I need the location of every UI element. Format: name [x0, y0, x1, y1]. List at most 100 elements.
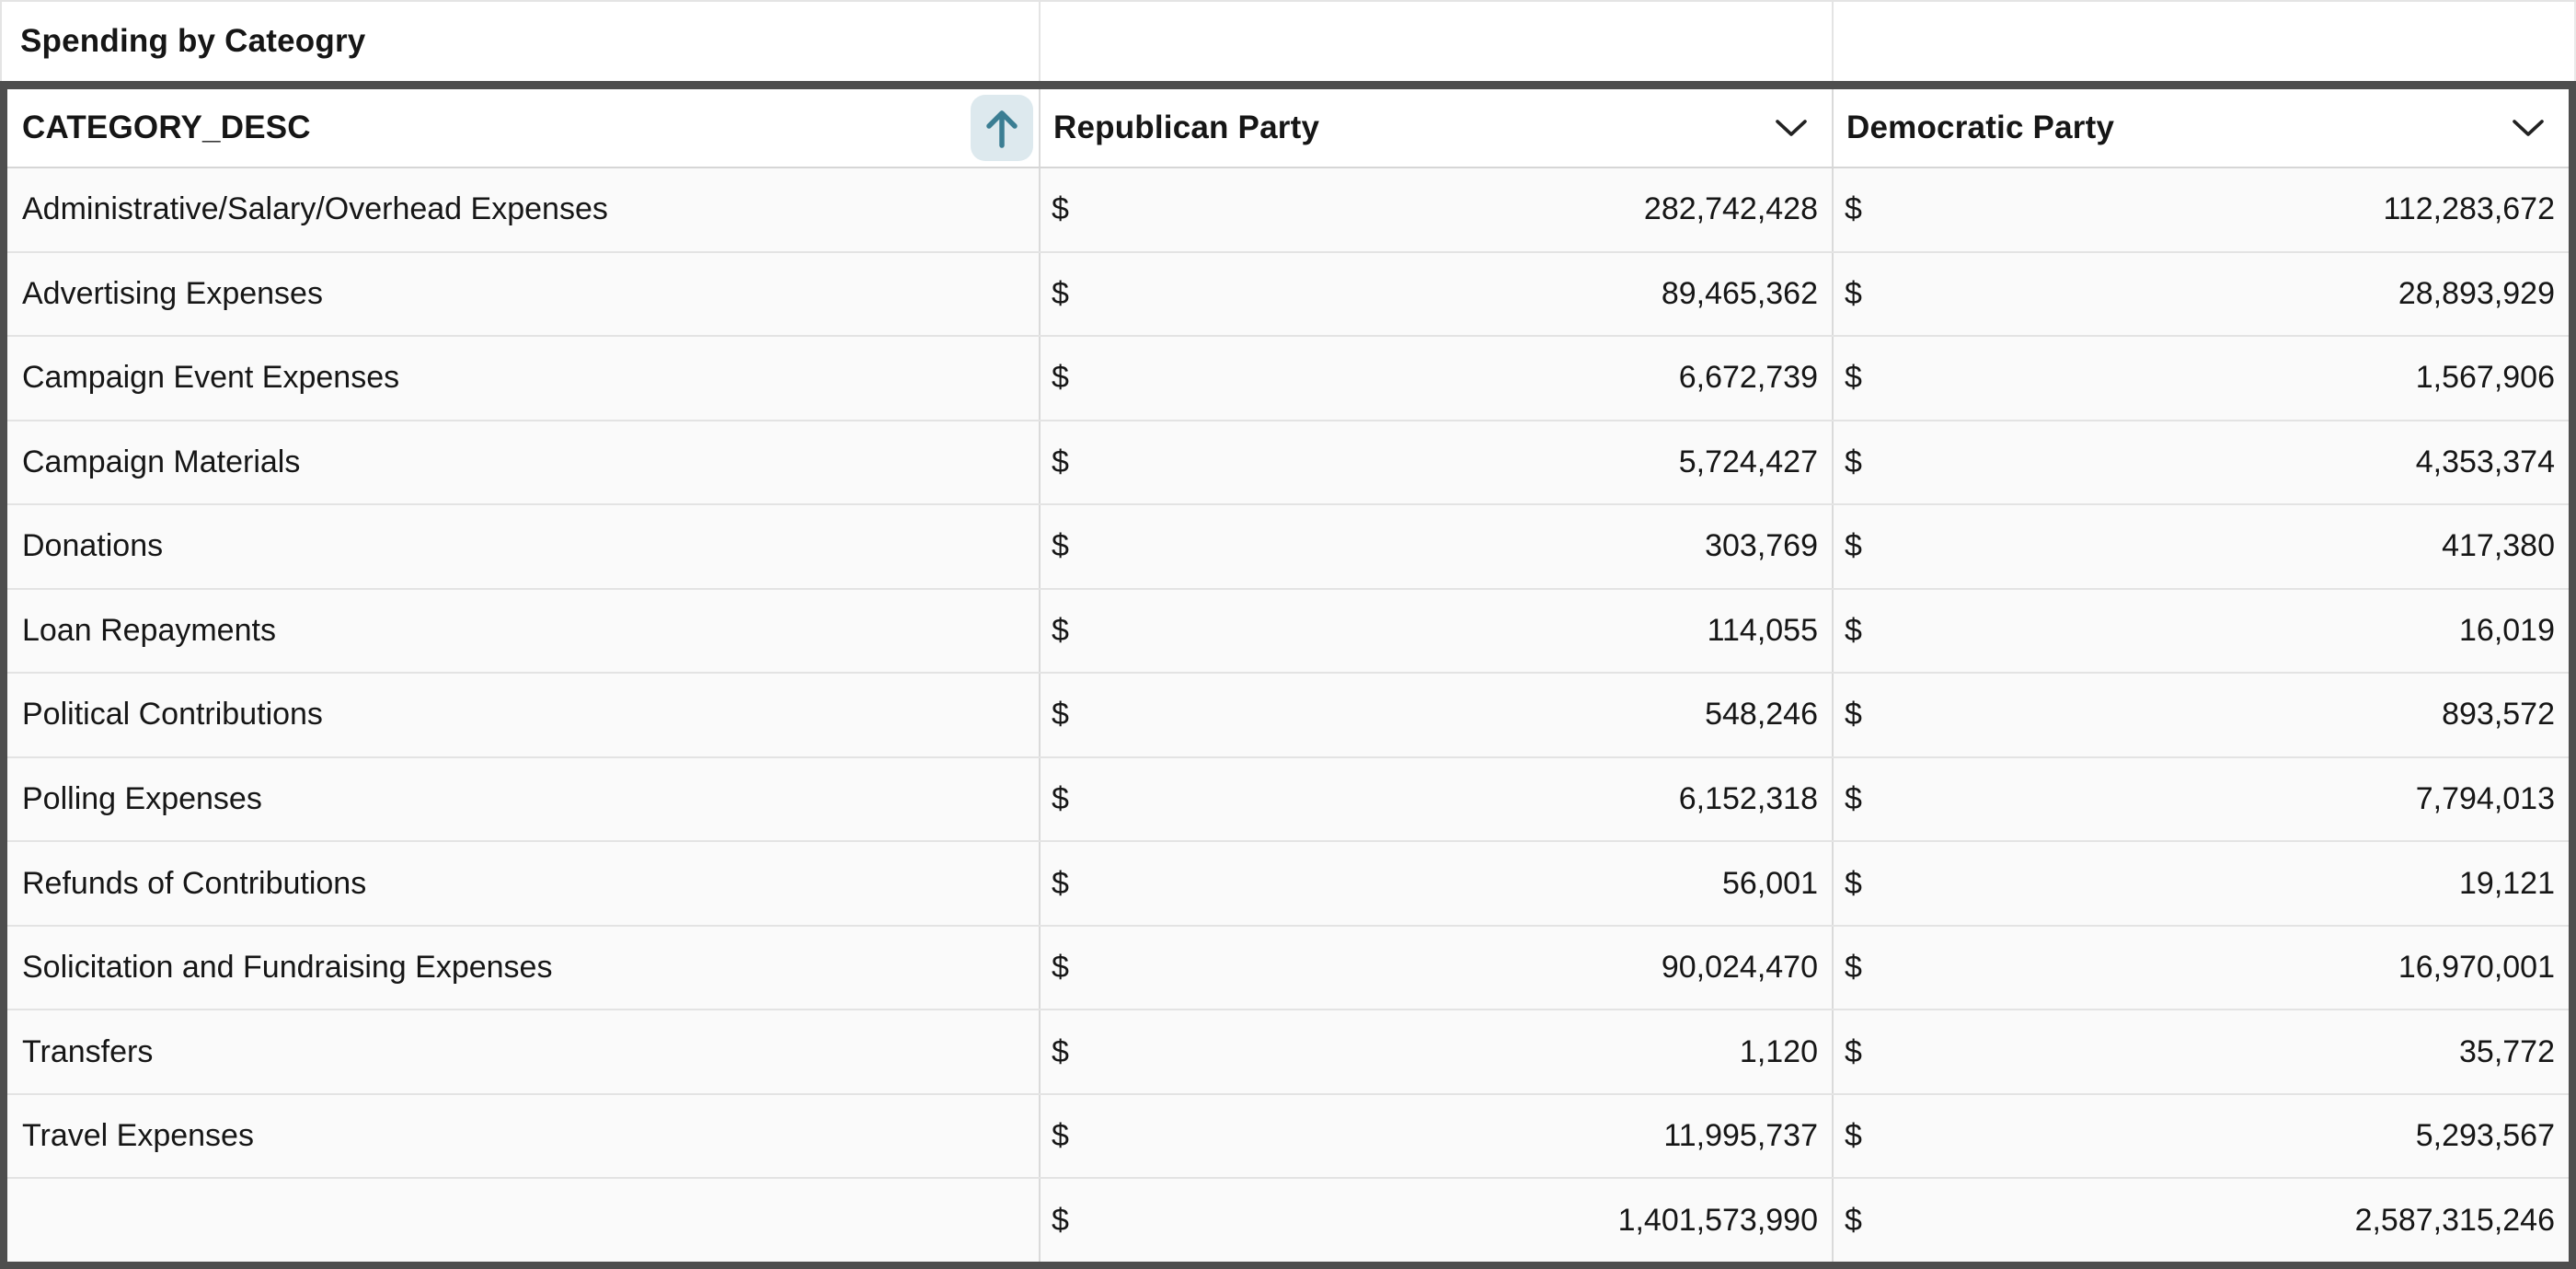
table-body: Administrative/Salary/Overhead Expenses … [7, 168, 2569, 1262]
republican-amount-cell[interactable]: $ 6,672,739 [1041, 337, 1834, 420]
category-cell[interactable]: Administrative/Salary/Overhead Expenses [7, 168, 1041, 251]
democratic-amount-cell[interactable]: $ 35,772 [1834, 1010, 2569, 1093]
table-row: Advertising Expenses $ 89,465,362 $ 28,8… [7, 250, 2569, 336]
democratic-amount-value: 1,567,906 [2415, 360, 2555, 396]
democratic-amount-value: 2,587,315,246 [2354, 1202, 2555, 1238]
democratic-amount-value: 417,380 [2442, 528, 2555, 564]
democratic-amount-cell[interactable]: $ 893,572 [1834, 674, 2569, 756]
column-header-democratic-label: Democratic Party [1846, 110, 2115, 145]
republican-amount-cell[interactable]: $ 89,465,362 [1041, 252, 1834, 336]
currency-symbol: $ [1052, 697, 1069, 733]
democratic-amount-value: 4,353,374 [2415, 444, 2555, 479]
header-row: CATEGORY_DESC Republican Party Democrati… [7, 89, 2569, 168]
category-cell[interactable]: Refunds of Contributions [7, 842, 1041, 925]
republican-amount-cell[interactable]: $ 11,995,737 [1041, 1094, 1834, 1178]
total-row: $ 1,401,573,990 $ 2,587,315,246 [7, 1177, 2569, 1262]
category-cell[interactable]: Solicitation and Fundraising Expenses [7, 926, 1041, 1009]
republican-amount-value: 548,246 [1705, 697, 1818, 733]
currency-symbol: $ [1845, 528, 1862, 564]
category-cell[interactable]: Loan Repayments [7, 589, 1041, 673]
currency-symbol: $ [1052, 1118, 1069, 1154]
currency-symbol: $ [1845, 1033, 1862, 1069]
republican-amount-value: 1,120 [1739, 1033, 1818, 1069]
democratic-amount-value: 7,794,013 [2415, 780, 2555, 816]
category-label: Advertising Expenses [22, 275, 323, 311]
democratic-amount-cell[interactable]: $ 1,567,906 [1834, 337, 2569, 420]
chevron-down-icon[interactable] [2512, 118, 2545, 138]
category-cell[interactable]: Transfers [7, 1010, 1041, 1093]
democratic-amount-cell[interactable]: $ 5,293,567 [1834, 1095, 2569, 1178]
republican-amount-cell[interactable]: $ 1,401,573,990 [1041, 1179, 1834, 1262]
currency-symbol: $ [1845, 1202, 1862, 1238]
republican-amount-value: 282,742,428 [1643, 191, 1818, 227]
category-cell[interactable]: Travel Expenses [7, 1094, 1041, 1178]
republican-amount-value: 11,995,737 [1663, 1118, 1818, 1154]
table-title-cell[interactable]: Spending by Cateogry [0, 2, 1041, 81]
category-cell[interactable]: Political Contributions [7, 674, 1041, 756]
category-label: Administrative/Salary/Overhead Expenses [22, 191, 608, 227]
republican-amount-cell[interactable]: $ 303,769 [1041, 505, 1834, 588]
republican-amount-cell[interactable]: $ 6,152,318 [1041, 757, 1834, 841]
table-row: Refunds of Contributions $ 56,001 $ 19,1… [7, 840, 2569, 925]
republican-amount-cell[interactable]: $ 5,724,427 [1041, 421, 1834, 504]
democratic-amount-cell[interactable]: $ 28,893,929 [1834, 253, 2569, 336]
column-header-republican[interactable]: Republican Party [1041, 89, 1834, 167]
currency-symbol: $ [1052, 612, 1069, 648]
currency-symbol: $ [1845, 1118, 1862, 1154]
table-row: Donations $ 303,769 $ 417,380 [7, 503, 2569, 588]
sort-ascending-icon[interactable] [971, 95, 1033, 161]
democratic-amount-cell[interactable]: $ 16,970,001 [1834, 927, 2569, 1009]
currency-symbol: $ [1845, 275, 1862, 311]
chevron-down-icon[interactable] [1775, 118, 1808, 138]
republican-amount-value: 303,769 [1705, 528, 1818, 564]
currency-symbol: $ [1845, 950, 1862, 986]
republican-amount-cell[interactable]: $ 56,001 [1041, 842, 1834, 925]
democratic-amount-cell[interactable]: $ 4,353,374 [1834, 421, 2569, 504]
category-label: Polling Expenses [22, 780, 262, 816]
category-label: Loan Repayments [22, 612, 276, 648]
table-title: Spending by Cateogry [20, 23, 366, 59]
title-row-empty-cell-2[interactable] [1834, 2, 2576, 81]
category-cell[interactable]: Campaign Materials [7, 421, 1041, 504]
table-row: Transfers $ 1,120 $ 35,772 [7, 1009, 2569, 1093]
republican-amount-cell[interactable]: $ 114,055 [1041, 589, 1834, 673]
democratic-amount-cell[interactable]: $ 417,380 [1834, 505, 2569, 588]
currency-symbol: $ [1845, 780, 1862, 816]
republican-amount-cell[interactable]: $ 1,120 [1041, 1010, 1834, 1093]
category-label: Transfers [22, 1033, 154, 1069]
category-label: Campaign Event Expenses [22, 360, 400, 396]
republican-amount-value: 89,465,362 [1661, 275, 1818, 311]
republican-amount-cell[interactable]: $ 548,246 [1041, 674, 1834, 756]
table-row: Travel Expenses $ 11,995,737 $ 5,293,567 [7, 1092, 2569, 1178]
column-header-republican-label: Republican Party [1053, 110, 1320, 145]
category-cell[interactable]: Campaign Event Expenses [7, 337, 1041, 420]
republican-amount-cell[interactable]: $ 90,024,470 [1041, 926, 1834, 1009]
column-header-democratic[interactable]: Democratic Party [1834, 89, 2569, 167]
currency-symbol: $ [1845, 865, 1862, 901]
category-label: Refunds of Contributions [22, 865, 367, 901]
democratic-amount-cell[interactable]: $ 7,794,013 [1834, 758, 2569, 841]
title-row-empty-cell-1[interactable] [1041, 2, 1834, 81]
currency-symbol: $ [1052, 950, 1069, 986]
table-row: Campaign Event Expenses $ 6,672,739 $ 1,… [7, 335, 2569, 420]
category-cell[interactable]: Donations [7, 505, 1041, 588]
column-header-category[interactable]: CATEGORY_DESC [7, 89, 1041, 167]
democratic-amount-value: 19,121 [2459, 865, 2555, 901]
democratic-amount-cell[interactable]: $ 19,121 [1834, 842, 2569, 925]
table-row: Campaign Materials $ 5,724,427 $ 4,353,3… [7, 419, 2569, 504]
democratic-amount-cell[interactable]: $ 112,283,672 [1834, 168, 2569, 251]
democratic-amount-cell[interactable]: $ 16,019 [1834, 590, 2569, 673]
category-cell[interactable] [7, 1179, 1041, 1262]
democratic-amount-value: 112,283,672 [2383, 191, 2555, 227]
category-label: Donations [22, 528, 164, 564]
category-cell[interactable]: Polling Expenses [7, 757, 1041, 841]
category-cell[interactable]: Advertising Expenses [7, 252, 1041, 336]
republican-amount-value: 5,724,427 [1678, 444, 1818, 479]
democratic-amount-value: 28,893,929 [2398, 275, 2555, 311]
title-row: Spending by Cateogry [0, 0, 2576, 81]
republican-amount-cell[interactable]: $ 282,742,428 [1041, 168, 1834, 251]
republican-amount-value: 90,024,470 [1661, 950, 1818, 986]
democratic-amount-cell[interactable]: $ 2,587,315,246 [1834, 1179, 2569, 1262]
republican-amount-value: 56,001 [1722, 865, 1818, 901]
